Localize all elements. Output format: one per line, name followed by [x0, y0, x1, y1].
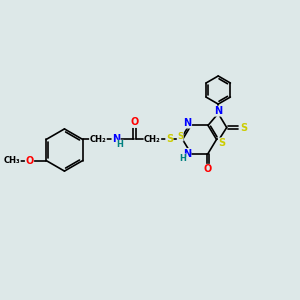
Text: O: O	[204, 164, 212, 174]
Text: S: S	[177, 132, 183, 141]
Text: CH₂: CH₂	[89, 135, 106, 144]
Text: CH₂: CH₂	[144, 135, 161, 144]
Text: N: N	[214, 106, 222, 116]
Text: H: H	[179, 154, 186, 163]
Text: O: O	[130, 118, 138, 128]
Text: N: N	[184, 118, 192, 128]
Text: S: S	[166, 134, 173, 145]
Text: CH₃: CH₃	[4, 156, 20, 165]
Text: S: S	[218, 138, 226, 148]
Text: N: N	[183, 148, 191, 158]
Text: O: O	[26, 155, 34, 166]
Text: N: N	[112, 134, 120, 145]
Text: H: H	[117, 140, 124, 149]
Text: S: S	[240, 122, 247, 133]
